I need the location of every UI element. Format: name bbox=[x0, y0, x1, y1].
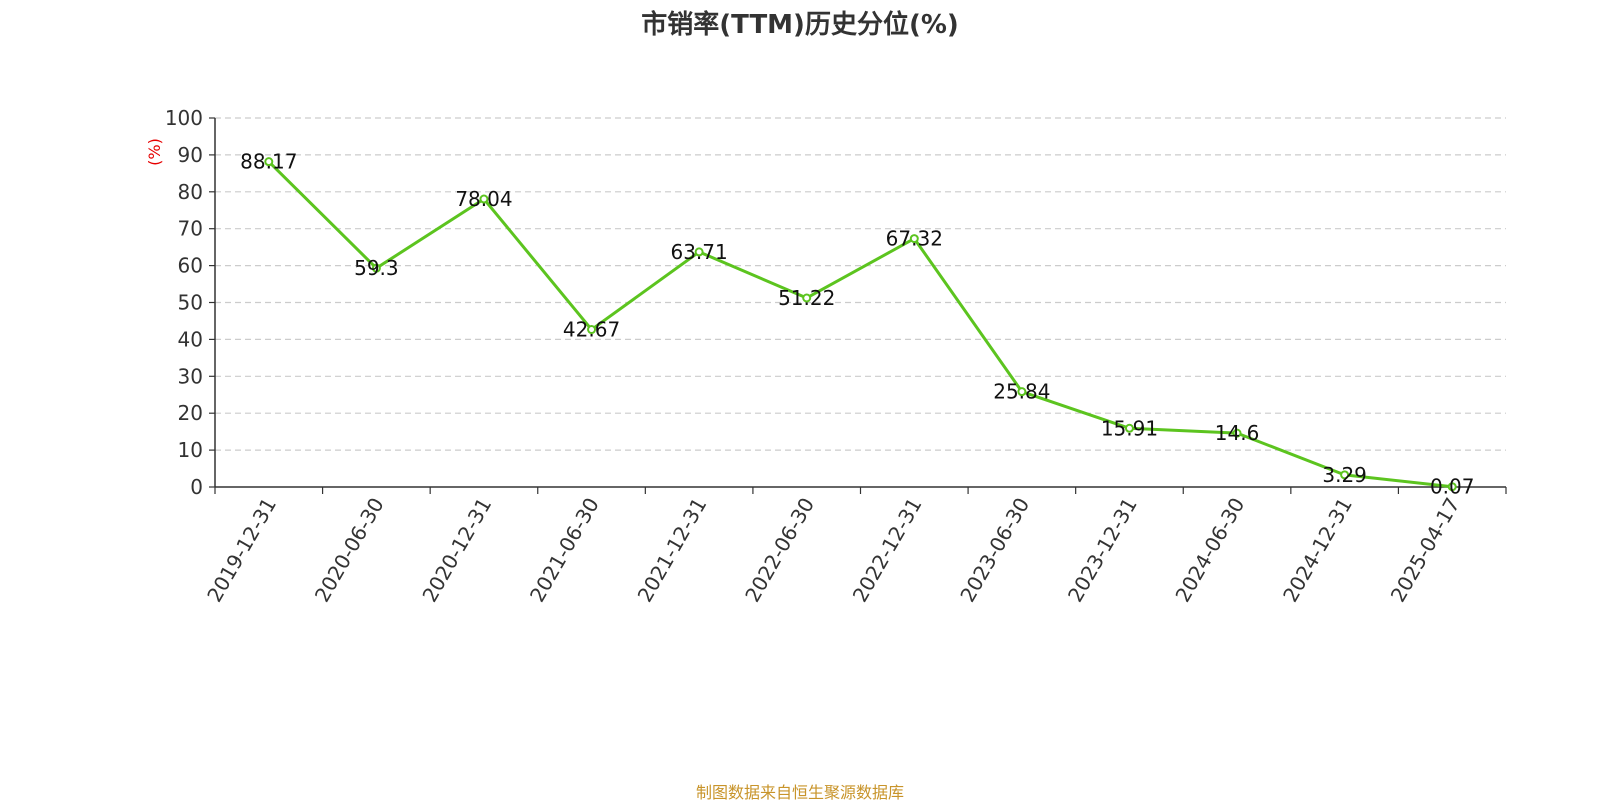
x-tick-label: 2021-12-31 bbox=[633, 494, 712, 607]
data-labels: 88.17 59.3 78.04 42.67 63.71 51.22 67.32 25.84 1… bbox=[240, 150, 1474, 499]
y-tick-label: 20 bbox=[178, 401, 203, 425]
data-point bbox=[371, 263, 381, 273]
data-point bbox=[479, 194, 489, 204]
x-tick-label: 2025-04-17 bbox=[1386, 494, 1465, 607]
data-series bbox=[264, 157, 1457, 492]
y-tick-label: 70 bbox=[178, 217, 203, 241]
data-point bbox=[264, 157, 274, 167]
y-tick-label: 30 bbox=[178, 364, 203, 388]
y-tick-label: 0 bbox=[190, 475, 203, 499]
data-label: 14.6 bbox=[1215, 421, 1260, 445]
data-point bbox=[802, 293, 812, 303]
data-label: 63.71 bbox=[670, 240, 727, 264]
data-point bbox=[694, 247, 704, 257]
source-footer: 制图数据来自恒生聚源数据库 bbox=[695, 783, 904, 802]
x-tick-label: 2024-12-31 bbox=[1278, 494, 1357, 607]
data-point bbox=[1232, 428, 1242, 438]
y-tick-label: 10 bbox=[178, 438, 203, 462]
axes: 0 10 20 30 40 50 60 70 80 90 100(%) 2019-12-31 2020-… bbox=[145, 106, 1507, 607]
y-tick-label: 60 bbox=[178, 254, 203, 278]
x-tick-label: 2023-12-31 bbox=[1063, 494, 1142, 607]
data-point bbox=[1447, 482, 1457, 492]
x-tick-label: 2022-06-30 bbox=[740, 494, 819, 607]
x-tick-label: 2019-12-31 bbox=[202, 494, 281, 607]
data-label: 78.04 bbox=[455, 187, 512, 211]
data-label: 42.67 bbox=[563, 318, 620, 342]
x-tick-label: 2021-06-30 bbox=[525, 494, 604, 607]
gridlines bbox=[215, 117, 1506, 451]
chart-title: 市销率(TTM)历史分位(%) bbox=[641, 10, 959, 40]
x-tick-label: 2020-06-30 bbox=[310, 494, 389, 607]
x-tick-label: 2022-12-31 bbox=[848, 494, 927, 607]
data-label: 67.32 bbox=[886, 227, 943, 251]
data-point bbox=[909, 234, 919, 244]
y-axis-unit-label: (%) bbox=[145, 138, 164, 166]
y-tick-label: 100 bbox=[165, 106, 203, 130]
data-label: 15.91 bbox=[1101, 416, 1158, 440]
y-tick-label: 40 bbox=[178, 327, 203, 351]
y-tick-label: 90 bbox=[178, 143, 203, 167]
y-tick-label: 50 bbox=[178, 291, 203, 315]
data-label: 3.29 bbox=[1322, 463, 1367, 487]
x-tick-label: 2020-12-31 bbox=[417, 494, 496, 607]
x-tick-label: 2024-06-30 bbox=[1170, 494, 1249, 607]
y-tick-label: 80 bbox=[178, 180, 203, 204]
data-label: 0.07 bbox=[1430, 475, 1475, 499]
data-label: 88.17 bbox=[240, 150, 297, 174]
series-line bbox=[267, 160, 1453, 489]
data-label: 51.22 bbox=[778, 286, 835, 310]
data-point bbox=[1124, 423, 1134, 433]
data-label: 59.3 bbox=[354, 256, 399, 280]
x-tick-label: 2023-06-30 bbox=[955, 494, 1034, 607]
data-point bbox=[1017, 387, 1027, 397]
data-point bbox=[587, 325, 597, 335]
data-point bbox=[1340, 470, 1350, 480]
data-label: 25.84 bbox=[993, 380, 1050, 404]
